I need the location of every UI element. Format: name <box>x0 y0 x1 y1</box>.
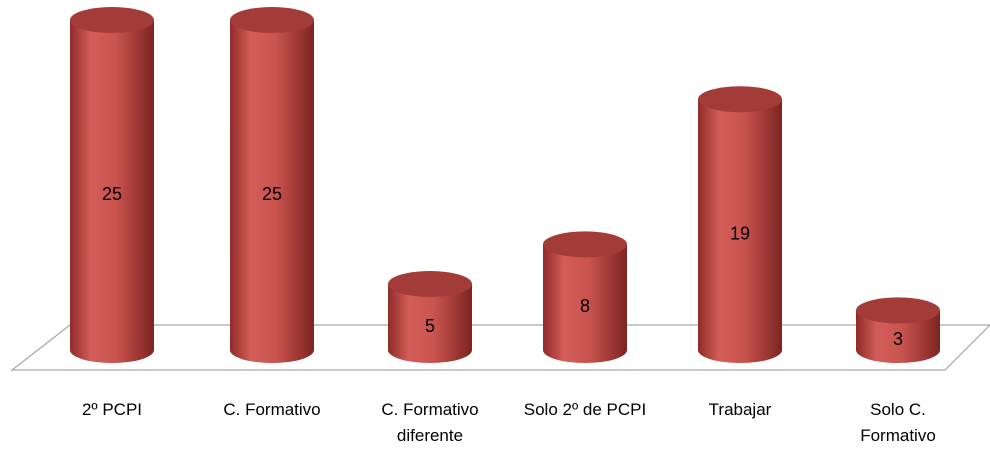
data-label: 19 <box>730 223 750 243</box>
bar <box>230 20 314 363</box>
data-label: 8 <box>580 296 590 316</box>
x-tick-label: Solo 2º de PCPI <box>523 400 647 419</box>
bar-top <box>543 231 627 258</box>
data-label: 3 <box>893 329 903 349</box>
data-label: 5 <box>425 316 435 336</box>
bar <box>70 20 154 363</box>
bar <box>388 284 472 363</box>
x-tick-label: C. Formativo diferente <box>381 400 479 445</box>
floor <box>10 324 990 371</box>
data-label: 25 <box>102 184 122 204</box>
bar-top <box>856 297 940 324</box>
bar-top <box>70 7 154 33</box>
x-tick-label: 2º PCPI <box>81 400 143 419</box>
bar-top <box>230 7 314 33</box>
bar <box>856 310 940 363</box>
bar-top <box>698 86 782 113</box>
x-tick-label: C. Formativo <box>223 400 321 419</box>
data-label: 25 <box>262 184 282 204</box>
bar <box>543 244 627 363</box>
x-tick-label: Trabajar <box>708 400 772 419</box>
bar <box>698 99 782 363</box>
x-tick-label: Solo C. Formativo <box>860 400 936 445</box>
bar-top <box>388 271 472 297</box>
